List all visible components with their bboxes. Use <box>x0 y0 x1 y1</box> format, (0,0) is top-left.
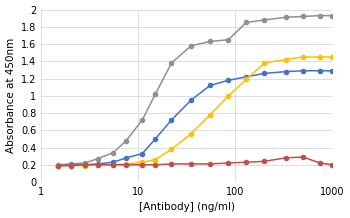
Y-axis label: Absorbance at 450nm: Absorbance at 450nm <box>6 38 15 153</box>
X-axis label: [Antibody] (ng/ml): [Antibody] (ng/ml) <box>139 203 235 213</box>
